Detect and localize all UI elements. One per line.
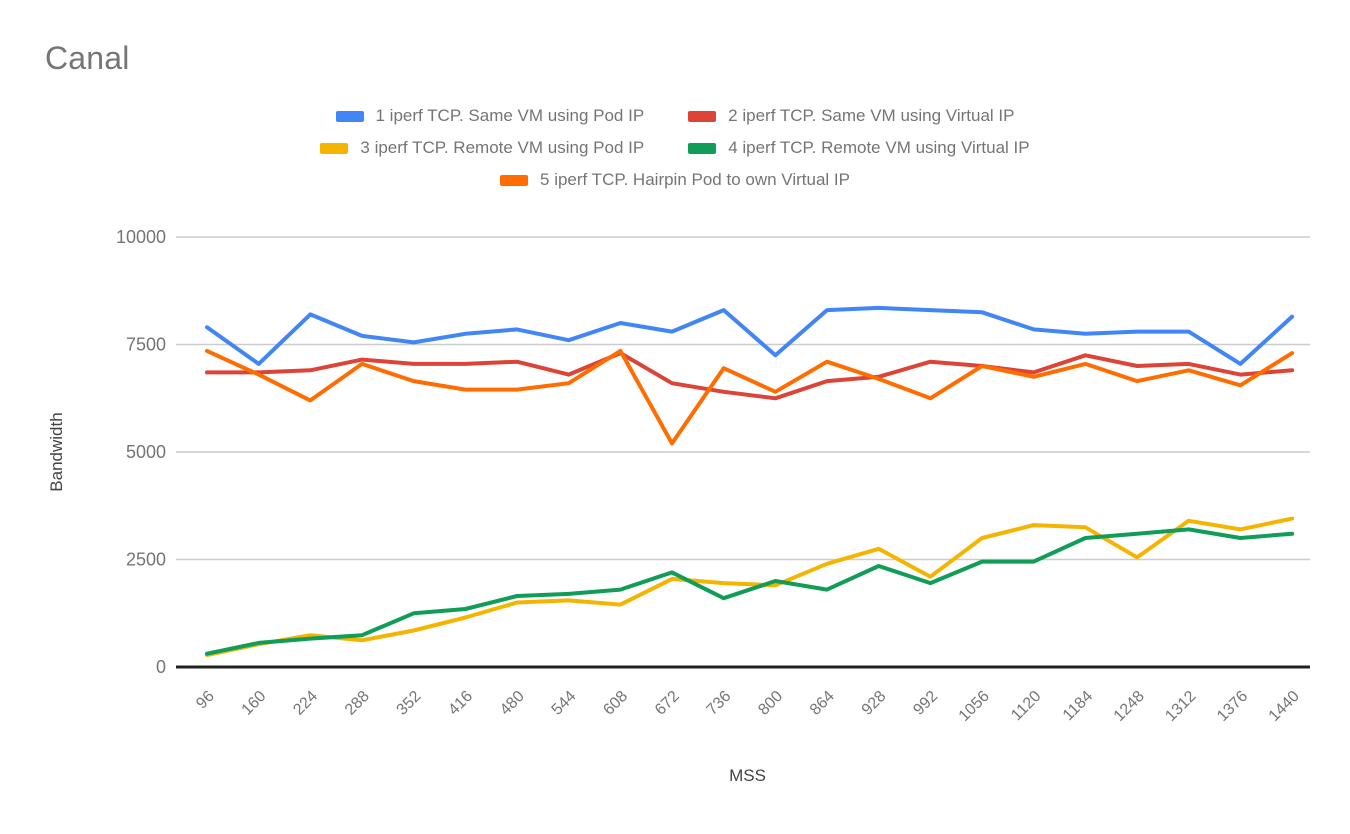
x-tick-label: 864 xyxy=(807,688,838,719)
x-tick-label: 416 xyxy=(445,688,476,719)
y-axis-title: Bandwidth xyxy=(47,412,66,492)
x-tick-label: 480 xyxy=(497,688,528,719)
chart-title: Canal xyxy=(45,40,130,76)
y-tick-label: 10000 xyxy=(116,227,166,247)
y-tick-label: 2500 xyxy=(126,550,166,570)
legend-item-series-5: 5 iperf TCP. Hairpin Pod to own Virtual … xyxy=(500,170,850,190)
y-tick-label: 0 xyxy=(156,657,166,677)
legend-swatch-series-1 xyxy=(335,110,364,122)
x-tick-label: 1056 xyxy=(956,688,993,725)
legend-item-series-1: 1 iperf TCP. Same VM using Pod IP xyxy=(335,106,645,126)
x-axis-title: MSS xyxy=(729,766,766,785)
x-tick-label: 1248 xyxy=(1111,688,1148,725)
legend-item-series-3: 3 iperf TCP. Remote VM using Pod IP xyxy=(320,138,644,158)
x-tick-label: 1312 xyxy=(1162,688,1199,725)
x-tick-label: 672 xyxy=(652,688,683,719)
legend-row-1: 1 iperf TCP. Same VM using Pod IP 2 iper… xyxy=(335,106,1014,126)
x-tick-label: 96 xyxy=(193,688,218,713)
legend-row-3: 5 iperf TCP. Hairpin Pod to own Virtual … xyxy=(500,170,850,190)
series-line-3 xyxy=(205,516,1295,657)
legend-label-series-5: 5 iperf TCP. Hairpin Pod to own Virtual … xyxy=(540,170,850,189)
legend-swatch-series-5 xyxy=(500,174,529,186)
y-tick-label: 5000 xyxy=(126,442,166,462)
x-tick-label: 1120 xyxy=(1008,688,1044,724)
x-tick-label: 992 xyxy=(910,688,941,719)
x-tick-label: 1440 xyxy=(1266,688,1303,725)
series-line-5 xyxy=(205,348,1295,446)
series-line-2 xyxy=(205,351,1295,401)
x-tick-label: 800 xyxy=(755,688,786,719)
legend-row-2: 3 iperf TCP. Remote VM using Pod IP 4 ip… xyxy=(320,138,1030,158)
legend-label-series-4: 4 iperf TCP. Remote VM using Virtual IP xyxy=(728,138,1030,157)
x-tick-label: 928 xyxy=(859,688,890,719)
legend-item-series-2: 2 iperf TCP. Same VM using Virtual IP xyxy=(688,106,1014,126)
legend-swatch-series-3 xyxy=(320,142,349,154)
legend-swatch-series-2 xyxy=(688,110,717,122)
x-tick-label: 352 xyxy=(394,688,425,719)
x-tick-label: 288 xyxy=(342,688,373,719)
x-tick-label: 1184 xyxy=(1060,688,1096,724)
series-line-4 xyxy=(205,527,1295,656)
x-tick-label: 224 xyxy=(290,688,321,719)
chart-legend: 1 iperf TCP. Same VM using Pod IP 2 iper… xyxy=(0,106,1350,190)
legend-swatch-series-4 xyxy=(688,142,717,154)
x-tick-label: 544 xyxy=(549,688,580,719)
legend-label-series-3: 3 iperf TCP. Remote VM using Pod IP xyxy=(360,138,645,157)
series-line-1 xyxy=(205,305,1295,366)
x-tick-label: 160 xyxy=(239,688,270,719)
x-tick-label: 608 xyxy=(600,688,631,719)
legend-label-series-2: 2 iperf TCP. Same VM using Virtual IP xyxy=(728,106,1015,125)
x-tick-label: 736 xyxy=(704,688,735,719)
legend-label-series-1: 1 iperf TCP. Same VM using Pod IP xyxy=(375,106,645,125)
x-tick-label: 1376 xyxy=(1214,688,1251,725)
legend-item-series-4: 4 iperf TCP. Remote VM using Virtual IP xyxy=(688,138,1030,158)
y-tick-label: 7500 xyxy=(126,335,166,355)
